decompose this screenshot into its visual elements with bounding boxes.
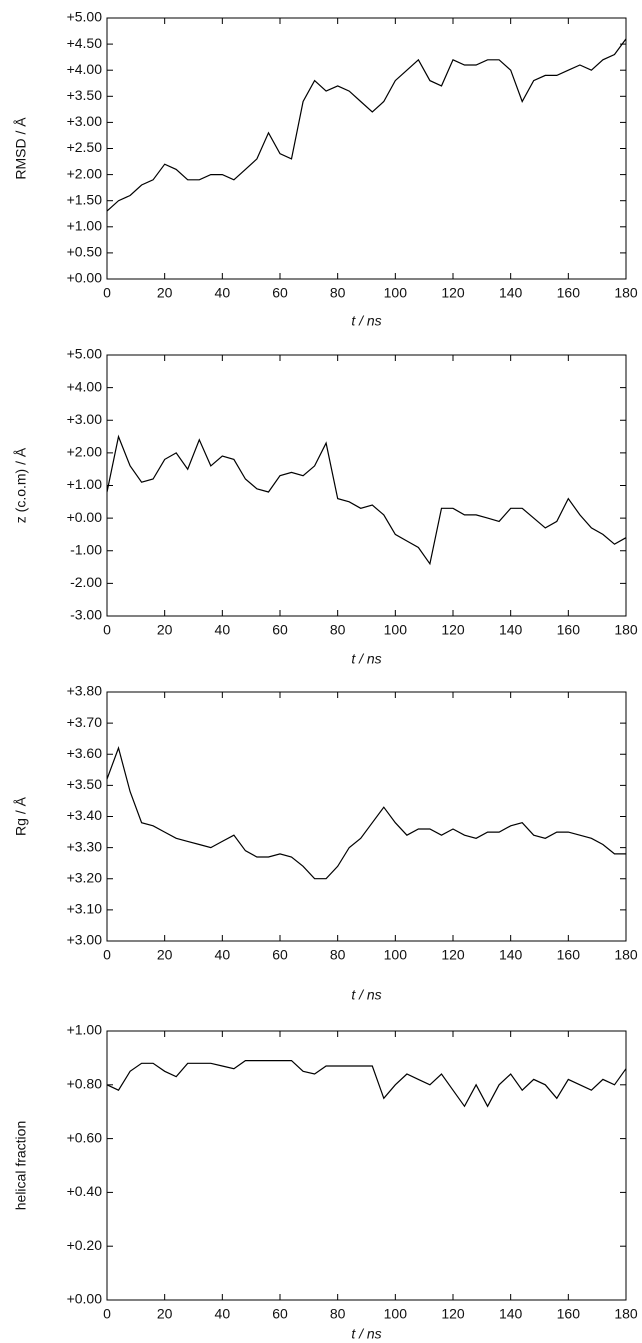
y-tick-label: +4.50: [67, 35, 103, 51]
x-tick-label: 60: [272, 947, 288, 963]
x-tick-label: 140: [499, 285, 523, 301]
plot-frame: [106, 17, 627, 280]
y-axis-label: RMSD / Å: [13, 117, 29, 180]
y-tick-label: +1.50: [67, 191, 103, 207]
x-tick-label: 160: [557, 1306, 581, 1322]
plot-frame: [106, 1030, 627, 1301]
data-line: [106, 746, 626, 880]
y-tick-label: +0.50: [67, 244, 103, 260]
y-tick-label: +3.50: [67, 87, 103, 103]
y-tick-label: +1.00: [67, 476, 103, 492]
y-tick-label: +4.00: [67, 378, 103, 394]
x-tick-label: 140: [499, 622, 523, 638]
y-tick-label: +2.50: [67, 139, 103, 155]
x-tick-label: 60: [272, 622, 288, 638]
x-tick-label: 0: [103, 285, 111, 301]
x-tick-label: 20: [157, 1306, 173, 1322]
x-tick-label: 120: [441, 285, 465, 301]
x-axis-label: t / ns: [351, 651, 381, 667]
y-axis-label: z (c.o.m) / Å: [13, 447, 29, 523]
x-tick-label: 180: [614, 947, 638, 963]
y-tick-label: +5.00: [67, 346, 103, 362]
x-tick-label: 40: [215, 1306, 231, 1322]
x-tick-label: 160: [557, 285, 581, 301]
x-tick-label: 40: [215, 622, 231, 638]
x-axis-label: t / ns: [351, 1326, 381, 1342]
y-tick-label: +3.50: [67, 776, 103, 792]
y-tick-label: +0.00: [67, 270, 103, 286]
x-tick-label: 40: [215, 285, 231, 301]
y-tick-label: +3.00: [67, 113, 103, 129]
x-tick-label: 60: [272, 285, 288, 301]
y-tick-label: +4.00: [67, 61, 103, 77]
x-tick-label: 100: [384, 947, 408, 963]
y-tick-label: +0.60: [67, 1129, 103, 1145]
y-tick-label: +3.10: [67, 901, 103, 917]
y-tick-label: +3.30: [67, 838, 103, 854]
y-tick-label: +0.40: [67, 1183, 103, 1199]
y-tick-label: +3.00: [67, 932, 103, 948]
x-tick-label: 120: [441, 1306, 465, 1322]
x-tick-label: 100: [384, 1306, 408, 1322]
x-tick-label: 80: [330, 947, 346, 963]
data-line: [106, 434, 627, 566]
x-tick-label: 140: [499, 1306, 523, 1322]
y-tick-label: +3.70: [67, 714, 103, 730]
x-tick-label: 60: [272, 1306, 288, 1322]
y-tick-label: +2.00: [67, 165, 103, 181]
data-line: [106, 38, 627, 212]
y-tick-label: +0.00: [67, 509, 103, 525]
y-tick-label: +0.00: [67, 1291, 103, 1307]
y-tick-label: +3.00: [67, 411, 103, 427]
y-axis-label: Rg / Å: [13, 796, 29, 836]
x-tick-label: 0: [103, 947, 111, 963]
y-tick-label: -3.00: [70, 607, 102, 623]
y-tick-label: +5.00: [67, 9, 103, 25]
y-tick-label: +1.00: [67, 1022, 103, 1038]
x-tick-label: 120: [441, 947, 465, 963]
y-tick-label: -2.00: [70, 574, 102, 590]
x-tick-label: 80: [330, 622, 346, 638]
x-tick-label: 140: [499, 947, 523, 963]
x-axis-label: t / ns: [351, 987, 381, 1003]
plot-frame: [106, 691, 627, 942]
y-tick-label: +0.80: [67, 1076, 103, 1092]
y-tick-label: +3.40: [67, 807, 103, 823]
x-tick-label: 180: [614, 622, 638, 638]
y-tick-label: +0.20: [67, 1237, 103, 1253]
x-tick-label: 160: [557, 622, 581, 638]
x-tick-label: 20: [157, 285, 173, 301]
y-tick-label: +1.00: [67, 218, 103, 234]
y-tick-label: +3.80: [67, 683, 103, 699]
x-tick-label: 0: [103, 1306, 111, 1322]
y-tick-label: +3.20: [67, 869, 103, 885]
x-tick-label: 120: [441, 622, 465, 638]
x-tick-label: 40: [215, 947, 231, 963]
x-tick-label: 80: [330, 285, 346, 301]
y-tick-label: +3.60: [67, 745, 103, 761]
data-line: [106, 1060, 627, 1108]
x-tick-label: 20: [157, 622, 173, 638]
plot-frame: [106, 354, 627, 617]
x-tick-label: 80: [330, 1306, 346, 1322]
x-tick-label: 180: [614, 285, 638, 301]
x-axis-label: t / ns: [351, 313, 381, 329]
y-tick-label: +2.00: [67, 444, 103, 460]
x-tick-label: 100: [384, 622, 408, 638]
x-tick-label: 160: [557, 947, 581, 963]
y-axis-label: helical fraction: [13, 1121, 29, 1211]
x-tick-label: 20: [157, 947, 173, 963]
x-tick-label: 180: [614, 1306, 638, 1322]
y-tick-label: -1.00: [70, 541, 102, 557]
x-tick-label: 100: [384, 285, 408, 301]
x-tick-label: 0: [103, 622, 111, 638]
